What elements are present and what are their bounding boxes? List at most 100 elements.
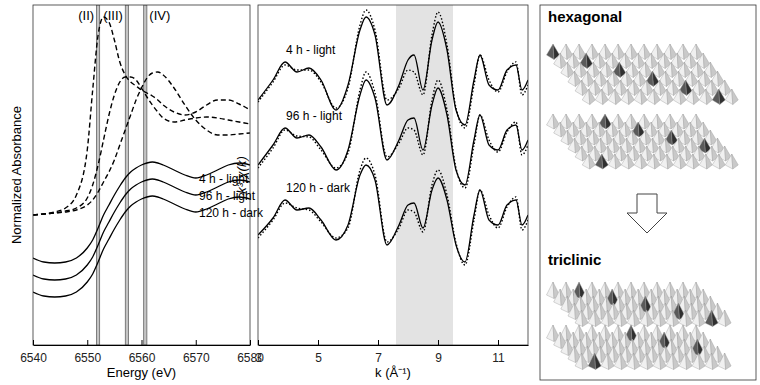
octahedron-face	[679, 353, 687, 370]
x-tick: 6570	[183, 340, 210, 365]
octahedral-sheet	[547, 114, 739, 169]
octahedron-face	[673, 353, 680, 370]
octahedron-face	[582, 310, 589, 327]
octahedron-face	[589, 154, 596, 169]
octahedron-face	[608, 353, 615, 370]
x-tick: 6540	[20, 340, 47, 365]
x-tick: 6550	[74, 340, 101, 365]
series-line	[258, 10, 528, 128]
octahedron-face	[602, 89, 609, 105]
octahedron-face	[575, 310, 583, 327]
octahedron-face	[641, 154, 648, 169]
x-axis-line	[259, 345, 529, 346]
diagram-frame	[540, 5, 756, 380]
octahedron-face	[561, 130, 569, 145]
octahedron-face	[705, 353, 713, 370]
octahedron-face	[667, 154, 674, 169]
highlight-band	[396, 5, 453, 345]
octahedron-face	[680, 89, 687, 105]
series-label: 96 h - light	[286, 109, 343, 123]
x-tick-label: 5	[315, 351, 322, 365]
octahedron-face	[547, 325, 555, 342]
octahedron-face	[621, 154, 629, 169]
octahedron-face	[725, 154, 733, 169]
x-tick-label: 6550	[74, 351, 101, 365]
octahedron-face	[686, 310, 693, 327]
x-tick: 7	[375, 340, 382, 365]
octahedron-face	[608, 310, 615, 327]
x-tick-label: 11	[492, 351, 505, 365]
octahedron-face	[686, 89, 694, 105]
octahedron-face	[706, 89, 713, 105]
x-tick-label: 6570	[183, 351, 210, 365]
structure-diagram: hexagonaltriclinic	[540, 5, 756, 380]
octahedron-face	[699, 353, 706, 370]
octahedron-face	[628, 154, 635, 169]
chart-panel: 357911k (Å⁻¹)k³·χ(k)4 h - light96 h - li…	[234, 5, 529, 380]
octahedron-face	[647, 89, 655, 105]
octahedron-face	[588, 310, 596, 327]
octahedron-face	[699, 154, 707, 169]
octahedron-face	[705, 310, 713, 327]
x-tick-mark	[378, 340, 379, 345]
octahedron-face	[654, 89, 661, 105]
series-label: 120 h - dark	[286, 181, 351, 195]
octahedron-face	[554, 122, 562, 137]
y-axis-title: Normalized Absorbance	[9, 106, 24, 244]
octahedron-face	[699, 89, 707, 105]
octahedron-face	[660, 310, 667, 327]
x-tick-mark	[142, 340, 143, 345]
x-tick: 11	[492, 340, 505, 365]
x-tick: 6560	[129, 340, 156, 365]
x-axis: 65406550656065706580	[20, 340, 264, 365]
structure-label: triclinic	[548, 251, 601, 268]
x-tick: 9	[435, 340, 442, 365]
octahedron-face	[712, 89, 720, 105]
plot-area	[258, 5, 528, 345]
octahedron-face	[568, 138, 576, 153]
octahedron-face	[712, 310, 719, 327]
octahedron-face	[634, 154, 642, 169]
octahedron-face	[615, 154, 622, 169]
octahedron-face	[673, 89, 681, 105]
octahedron-face	[595, 310, 602, 327]
octahedron-face	[582, 353, 589, 370]
x-tick-label: 7	[375, 351, 382, 365]
octahedron-face	[667, 89, 674, 105]
octahedron-face	[654, 154, 661, 169]
x-tick-mark	[87, 340, 88, 345]
octahedron-face	[575, 353, 583, 370]
octahedron-face	[660, 89, 668, 105]
x-axis-title: k (Å⁻¹)	[375, 365, 411, 380]
octahedron-face	[568, 303, 576, 320]
x-tick-mark	[33, 340, 34, 345]
octahedron-face	[621, 310, 628, 327]
octahedron-face	[673, 310, 680, 327]
octahedron-face	[640, 310, 648, 327]
octahedron-face	[660, 154, 668, 169]
octahedron-face	[627, 353, 635, 370]
transition-arrow	[627, 194, 667, 233]
octahedron-face	[693, 89, 700, 105]
octahedral-sheet	[547, 325, 732, 370]
octahedron-face	[732, 89, 739, 105]
octahedron-face	[686, 154, 694, 169]
x-tick-label: 3	[255, 351, 262, 365]
plot-frame	[258, 5, 528, 345]
octahedron-face	[575, 146, 583, 161]
series-label: 120 h - dark	[199, 206, 264, 220]
octahedron-face	[666, 353, 674, 370]
octahedron-face	[568, 71, 576, 87]
x-tick-mark	[318, 340, 319, 345]
octahedron-face	[614, 353, 622, 370]
x-tick-mark	[196, 340, 197, 345]
plot-area	[33, 5, 250, 345]
octahedron-face	[647, 310, 654, 327]
octahedron-face	[719, 89, 726, 105]
reference-label: (IV)	[149, 8, 170, 23]
octahedron-face	[718, 310, 726, 327]
series-line	[258, 72, 528, 188]
octahedron-face	[554, 332, 562, 349]
octahedron-face	[647, 154, 655, 169]
octahedron-face	[561, 296, 569, 313]
